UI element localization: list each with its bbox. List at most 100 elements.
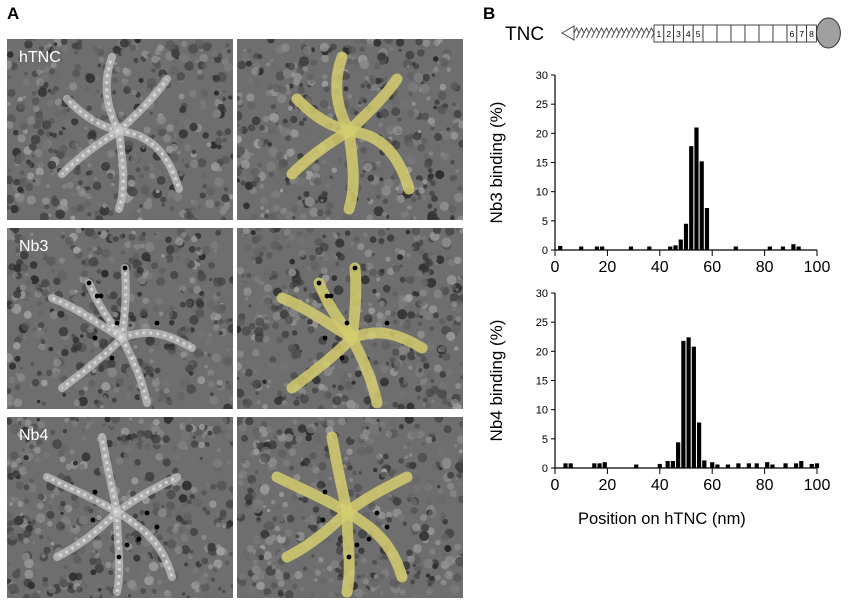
- y-tick-label: 25: [536, 317, 548, 329]
- fn3-repeat-label: 1: [657, 29, 662, 39]
- y-tick-label: 10: [536, 187, 548, 199]
- bar: [814, 463, 820, 468]
- tnc-fbg-domain-icon: [815, 17, 841, 49]
- micrograph-image: [7, 417, 233, 598]
- bar: [715, 464, 720, 468]
- x-tick-label: 20: [599, 477, 617, 494]
- x-tick-label: 0: [551, 259, 560, 276]
- y-tick-label: 5: [542, 434, 548, 446]
- fn3-repeat-label: 3: [676, 29, 681, 39]
- bar: [594, 246, 600, 250]
- bar: [754, 463, 759, 468]
- y-tick-label: 20: [536, 128, 548, 140]
- y-tick-label: 25: [536, 99, 548, 111]
- bar: [634, 464, 639, 468]
- y-tick-label: 30: [536, 288, 548, 300]
- micrograph-image: [7, 228, 233, 409]
- bar: [563, 463, 568, 468]
- y-tick-label: 0: [542, 245, 548, 257]
- micrograph-image: [7, 39, 233, 220]
- bar: [689, 146, 694, 250]
- y-tick-label: 30: [536, 70, 548, 82]
- x-tick-label: 80: [756, 259, 774, 276]
- x-axis-title: Position on hTNC (nm): [578, 510, 746, 528]
- micrograph-image: [237, 417, 463, 598]
- bar: [694, 127, 699, 250]
- bar: [676, 442, 681, 468]
- y-axis-title: Nb4 binding (%): [487, 320, 506, 442]
- chart-nb4-binding: Nb4 binding (%) 0 5 10 15 20 25 30 0 20 40 60 80 100: [487, 288, 831, 494]
- x-tick-label: 100: [804, 477, 831, 494]
- y-tick-label: 15: [536, 376, 548, 388]
- bar: [796, 246, 801, 250]
- y-tick-label: 0: [542, 463, 548, 475]
- bar: [725, 464, 731, 468]
- bar: [770, 464, 775, 468]
- bar: [568, 463, 573, 468]
- bar: [670, 461, 675, 468]
- bar: [668, 246, 673, 250]
- x-tick-label: 60: [703, 259, 721, 276]
- fn3-repeat-label: 4: [686, 29, 691, 39]
- bar: [780, 246, 786, 250]
- x-tick-label: 20: [599, 259, 617, 276]
- fn3-repeat-label: 5: [696, 29, 701, 39]
- y-tick-label: 20: [536, 346, 548, 358]
- fn3-repeat-box: [744, 24, 760, 43]
- micrograph-label-nb3: Nb3: [19, 238, 49, 255]
- bar: [793, 463, 799, 468]
- bar: [683, 223, 689, 250]
- bar: [657, 463, 662, 468]
- bar: [702, 460, 707, 468]
- fn3-repeat-label: 2: [666, 29, 671, 39]
- micrograph-image: [237, 228, 463, 409]
- chart-nb3-binding: Nb3 binding (%) 0 5 10 15 20 25 30 0 20 40 60 80 100: [487, 70, 831, 276]
- fn3-repeat-label: 8: [809, 29, 814, 39]
- bar: [710, 462, 715, 468]
- bar: [733, 246, 738, 250]
- bar: [791, 244, 796, 250]
- bar: [783, 463, 788, 468]
- bar: [767, 246, 772, 250]
- fn3-repeat-box: [716, 24, 732, 43]
- y-tick-label: 10: [536, 405, 548, 417]
- bar: [699, 161, 704, 250]
- bar: [736, 463, 741, 468]
- micrograph-htnc-raw: hTNC: [7, 39, 233, 220]
- bar: [691, 346, 696, 468]
- micrograph-htnc-traced: [237, 39, 463, 220]
- micrograph-image: [237, 39, 463, 220]
- tnc-diagram-label: TNC: [505, 24, 544, 45]
- micrograph-nb4-raw: Nb4: [7, 417, 233, 598]
- bar: [697, 422, 702, 468]
- micrograph-nb3-traced: [237, 228, 463, 409]
- bar: [746, 463, 751, 468]
- y-axis-title: Nb3 binding (%): [487, 102, 506, 224]
- y-tick-label: 15: [536, 158, 548, 170]
- x-tick-label: 60: [703, 477, 721, 494]
- micrograph-nb3-raw: Nb3: [7, 228, 233, 409]
- bar: [765, 462, 770, 468]
- micrograph-nb4-traced: [237, 417, 463, 598]
- micrograph-label-nb4: Nb4: [19, 427, 49, 444]
- panel-letter-b: B: [483, 4, 496, 23]
- bar: [673, 245, 678, 250]
- bar: [592, 463, 597, 468]
- bar: [665, 461, 670, 468]
- micrograph-label-htnc: hTNC: [19, 49, 61, 66]
- bar: [809, 463, 814, 468]
- fn3-repeat-label: 6: [790, 29, 795, 39]
- x-tick-label: 100: [804, 259, 831, 276]
- x-tick-label: 0: [551, 477, 560, 494]
- bar: [600, 246, 605, 250]
- tnc-egf-repeats: [573, 26, 655, 39]
- x-tick-label: 40: [651, 477, 669, 494]
- y-tick-label: 5: [542, 216, 548, 228]
- fn3-repeat-box: [730, 24, 746, 43]
- bar: [579, 246, 584, 250]
- fn3-repeat-box: [772, 24, 788, 43]
- bar: [678, 239, 683, 250]
- x-tick-label: 80: [756, 477, 774, 494]
